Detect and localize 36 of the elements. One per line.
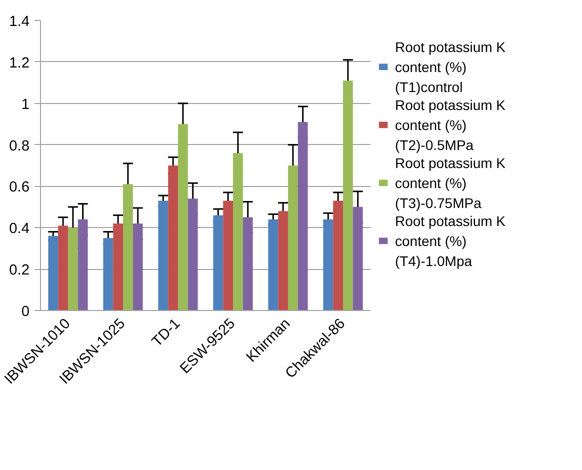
legend-label: Root potassium K content (%) (T1)control bbox=[395, 38, 506, 95]
bar bbox=[78, 219, 88, 310]
bar bbox=[48, 236, 58, 310]
bar bbox=[178, 124, 188, 310]
y-tick-label: 1.4 bbox=[9, 14, 30, 30]
bar bbox=[233, 153, 243, 310]
bar bbox=[323, 219, 334, 310]
bar bbox=[288, 166, 298, 310]
bar bbox=[298, 122, 308, 310]
y-tick-label: 1 bbox=[21, 96, 30, 113]
bar bbox=[352, 206, 363, 310]
y-tick-label: 0.2 bbox=[9, 262, 30, 279]
bar bbox=[333, 200, 343, 310]
bar bbox=[242, 217, 253, 310]
bar bbox=[278, 211, 288, 310]
bar bbox=[58, 226, 68, 310]
y-tick-label: 0.8 bbox=[9, 138, 30, 154]
bar bbox=[213, 215, 224, 310]
y-tick-label: 0.6 bbox=[9, 180, 30, 196]
bar bbox=[223, 200, 233, 310]
bar bbox=[123, 184, 133, 310]
bar bbox=[132, 224, 143, 310]
legend-label: Root potassium K content (%) (T4)-1.0Mpa bbox=[395, 212, 506, 269]
y-tick-label: 0 bbox=[21, 304, 30, 320]
legend-label: Root potassium K content (%) (T2)-0.5MPa bbox=[395, 96, 506, 153]
bar bbox=[168, 166, 178, 310]
y-tick-label: 1.2 bbox=[9, 55, 30, 72]
bar bbox=[268, 219, 278, 310]
bar bbox=[113, 224, 123, 310]
bar bbox=[158, 200, 168, 310]
bar bbox=[343, 80, 353, 310]
bar bbox=[188, 198, 198, 310]
bar bbox=[103, 238, 114, 310]
bar bbox=[68, 228, 78, 310]
y-tick-label: 0.4 bbox=[9, 221, 30, 238]
legend-label: Root potassium K content (%) (T3)-0.75MPa bbox=[395, 154, 506, 211]
